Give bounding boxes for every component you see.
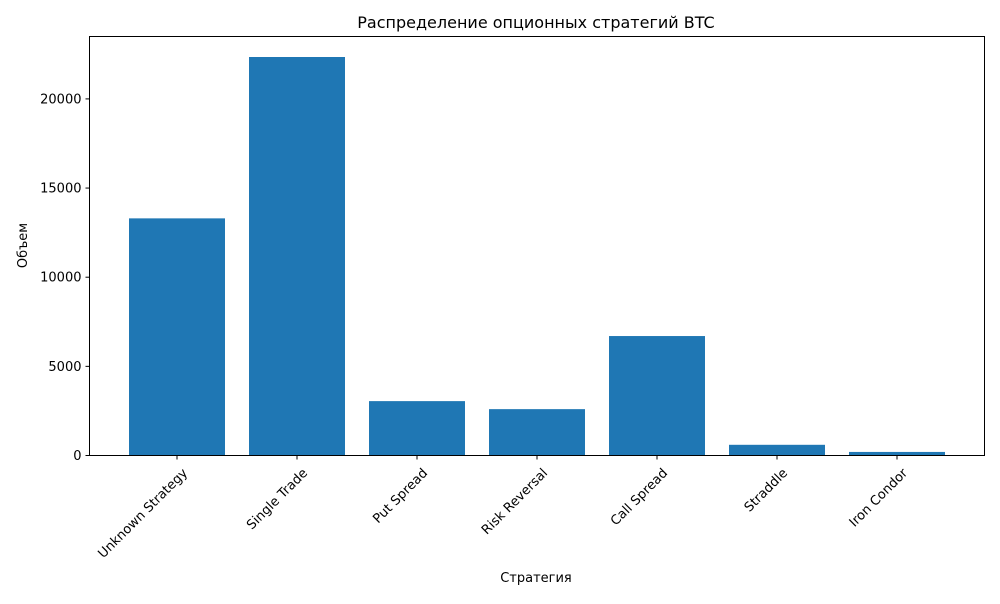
x-ticks-group: Unknown Strategy Single Trade Put Spread Ri…: [95, 455, 912, 562]
x-tick-label: Unknown Strategy: [95, 466, 191, 562]
x-tick-label: Iron Condor: [847, 465, 912, 530]
y-ticks-group: 0 5000 10000 15000 20000: [40, 92, 90, 464]
y-tick-label: 10000: [40, 271, 81, 286]
bar-5: [729, 444, 825, 456]
bars-group: [129, 57, 945, 456]
x-axis-label: Стратегия: [500, 571, 572, 586]
x-tick-label: Call Spread: [608, 466, 671, 529]
bar-2: [369, 401, 465, 456]
x-tick-label: Single Trade: [244, 466, 311, 533]
y-tick-label: 20000: [40, 92, 81, 107]
bar-0: [129, 218, 225, 456]
chart-title: Распределение опционных стратегий BTC: [357, 13, 714, 32]
bar-1: [249, 57, 345, 456]
x-tick-label: Put Spread: [370, 466, 431, 527]
y-tick-label: 15000: [40, 182, 81, 197]
y-axis-label: Объем: [16, 223, 31, 268]
plot-frame: [89, 36, 985, 456]
bar-4: [609, 336, 705, 456]
x-tick-label: Straddle: [742, 466, 791, 515]
y-tick-label: 5000: [48, 360, 81, 375]
x-tick-label: Risk Reversal: [479, 466, 551, 538]
bar-3: [489, 409, 585, 456]
bar-6: [849, 451, 945, 456]
y-tick-label: 0: [73, 449, 81, 464]
